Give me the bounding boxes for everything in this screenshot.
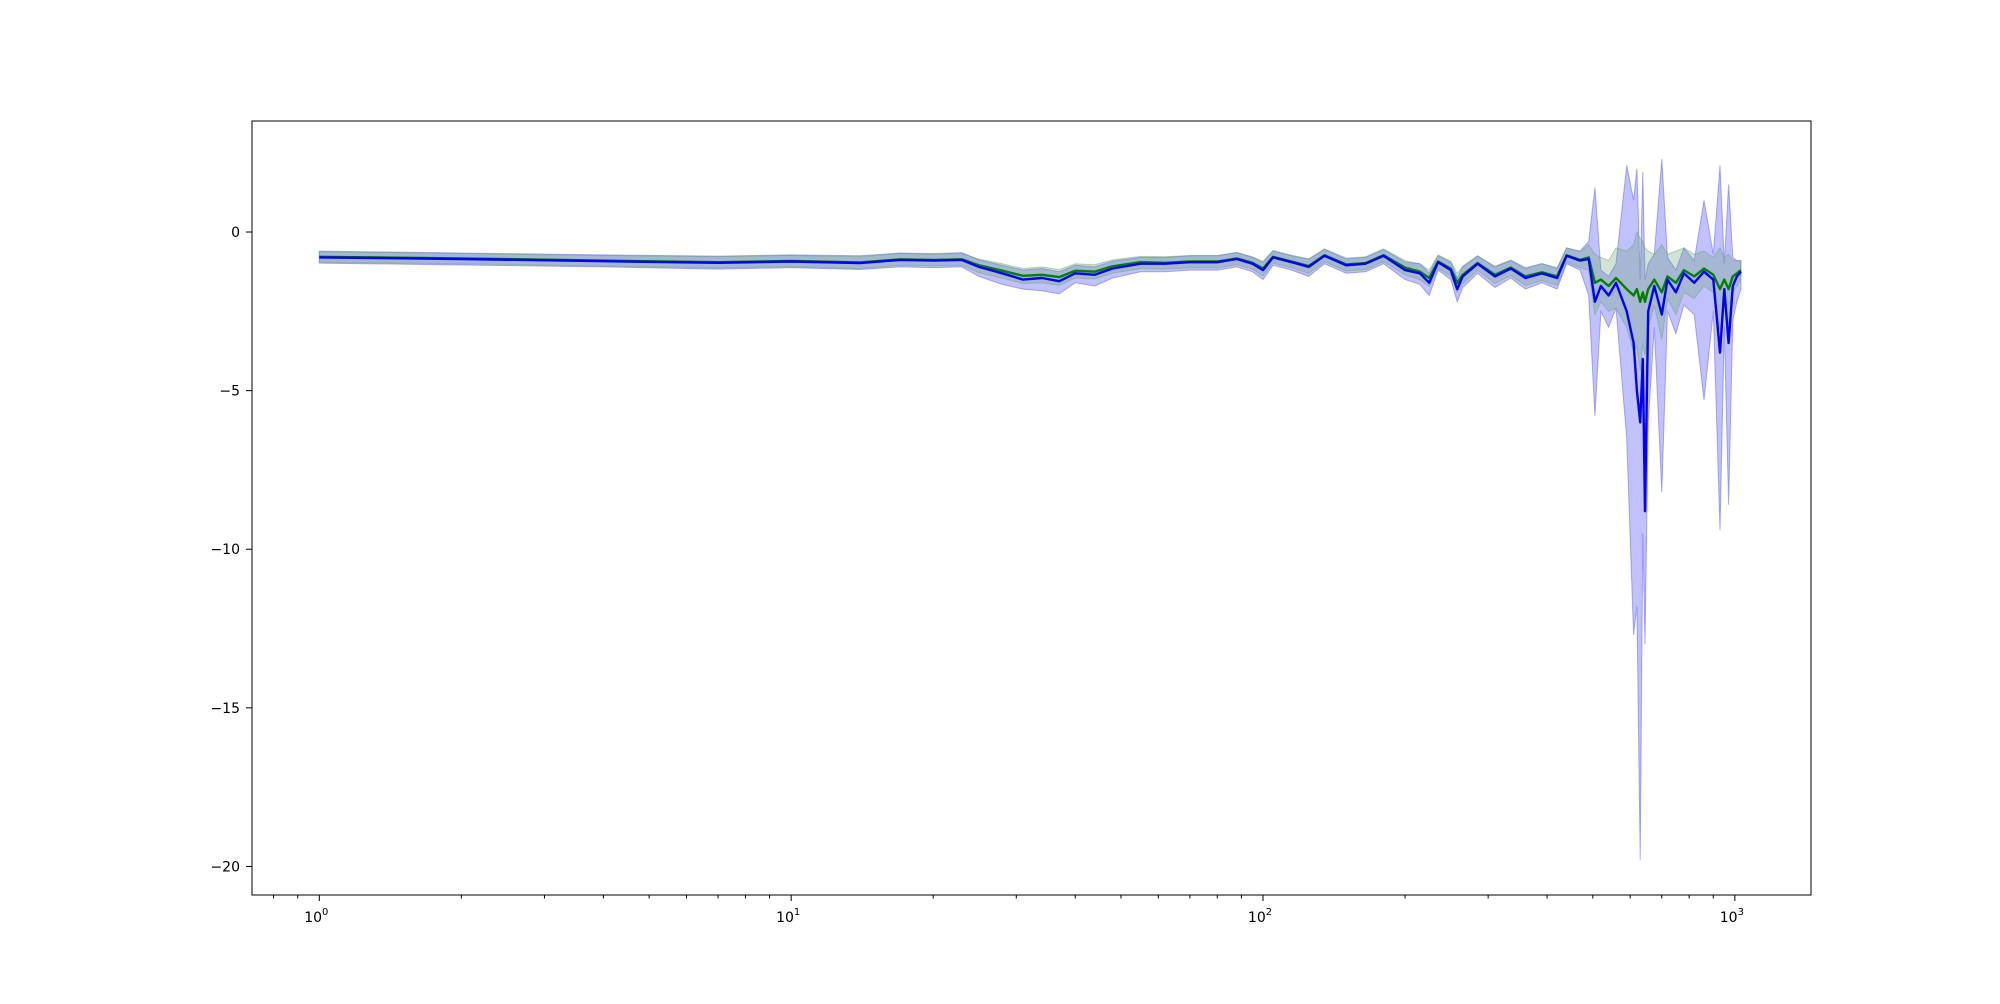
x-tick-label: 101 [776, 907, 800, 926]
plot-background [252, 121, 1811, 895]
line-series-2 [319, 253, 1742, 303]
y-tick-label: 0 [231, 225, 240, 241]
x-tick-label: 103 [1720, 907, 1744, 926]
x-tick-label: 100 [304, 907, 328, 926]
y-tick-label: −20 [210, 859, 240, 875]
y-tick-label: −15 [210, 701, 240, 717]
band-series-2 [318, 230, 1742, 372]
band-series-1 [318, 159, 1742, 861]
y-tick-label: −5 [219, 384, 240, 400]
series-lines [319, 253, 1742, 513]
x-axis-ticks: 100 101 102 103 [273, 895, 1744, 926]
plot-frame [251, 120, 1812, 896]
y-tick-label: −10 [210, 542, 240, 558]
y-axis-ticks: 0 −5 −10 −15 −20 [210, 225, 252, 875]
x-tick-label: 102 [1248, 907, 1272, 926]
confidence-bands [318, 159, 1742, 861]
line-series-1 [319, 254, 1742, 513]
